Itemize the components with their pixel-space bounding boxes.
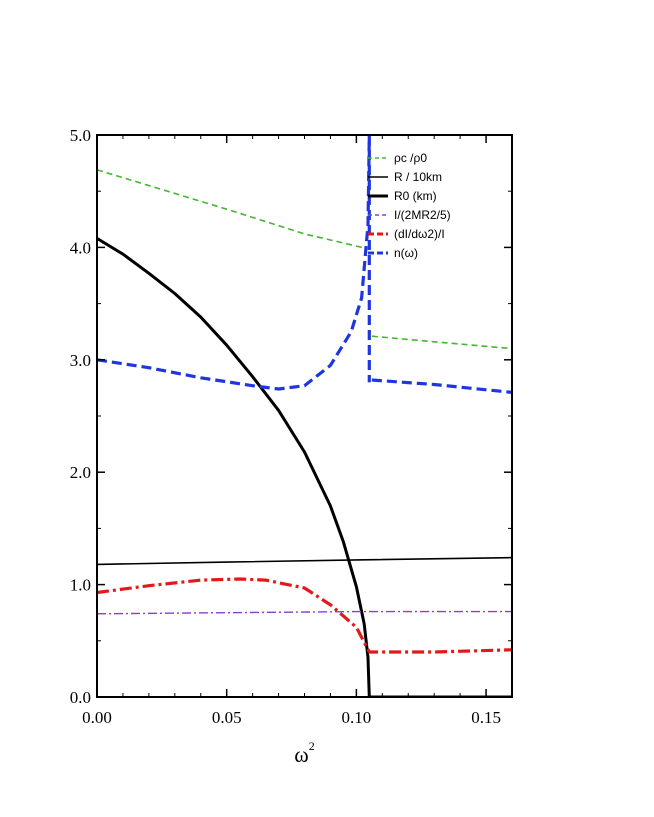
x-axis-title: ω2 [294, 739, 314, 767]
series-1 [97, 169, 512, 350]
legend-item: I/(2MR2/5) [368, 208, 451, 222]
y-tick-label: 4.0 [70, 238, 91, 257]
legend: ρc /ρ0 R / 10km R0 (km) I/(2MR2/5) (dI/dω2)/… [368, 151, 451, 260]
legend-label: n(ω) [394, 246, 418, 260]
legend-item: n(ω) [368, 246, 418, 260]
legend-label: I/(2MR2/5) [394, 208, 451, 222]
y-tick-label: 0.0 [70, 688, 91, 707]
y-tick-label: 3.0 [70, 351, 91, 370]
legend-item: (dI/dω2)/I [368, 227, 445, 241]
series-line [97, 237, 512, 697]
series-2 [97, 556, 512, 566]
legend-label: (dI/dω2)/I [394, 227, 445, 241]
legend-label: ρc /ρ0 [394, 151, 427, 165]
series-line [371, 378, 512, 394]
series-line [97, 169, 367, 250]
series-line [97, 610, 512, 615]
legend-label: R / 10km [394, 170, 442, 184]
ticks-layer: 0.00 0.05 0.10 0.15 0.0 1.0 2.0 3.0 4.0 5.0 [70, 126, 512, 727]
legend-item: R / 10km [368, 170, 442, 184]
series-5 [97, 577, 512, 654]
series-line [97, 556, 512, 566]
series-4 [97, 610, 512, 615]
y-tick-label: 2.0 [70, 463, 91, 482]
y-tick-label: 5.0 [70, 126, 91, 145]
x-tick-label: 0.00 [82, 708, 112, 727]
series-6 [97, 135, 512, 394]
x-axis-title-sup: 2 [309, 739, 315, 753]
series-line [97, 135, 371, 391]
legend-label: R0 (km) [394, 189, 437, 203]
x-axis-title-base: ω [294, 742, 308, 767]
series-3 [97, 237, 512, 697]
legend-item: ρc /ρ0 [368, 151, 427, 165]
x-tick-label: 0.05 [212, 708, 242, 727]
x-tick-label: 0.10 [342, 708, 372, 727]
series-layer [97, 135, 512, 697]
legend-item: R0 (km) [368, 189, 437, 203]
series-line [97, 577, 512, 654]
y-tick-label: 1.0 [70, 576, 91, 595]
x-tick-label: 0.15 [471, 708, 501, 727]
series-line [371, 335, 512, 350]
